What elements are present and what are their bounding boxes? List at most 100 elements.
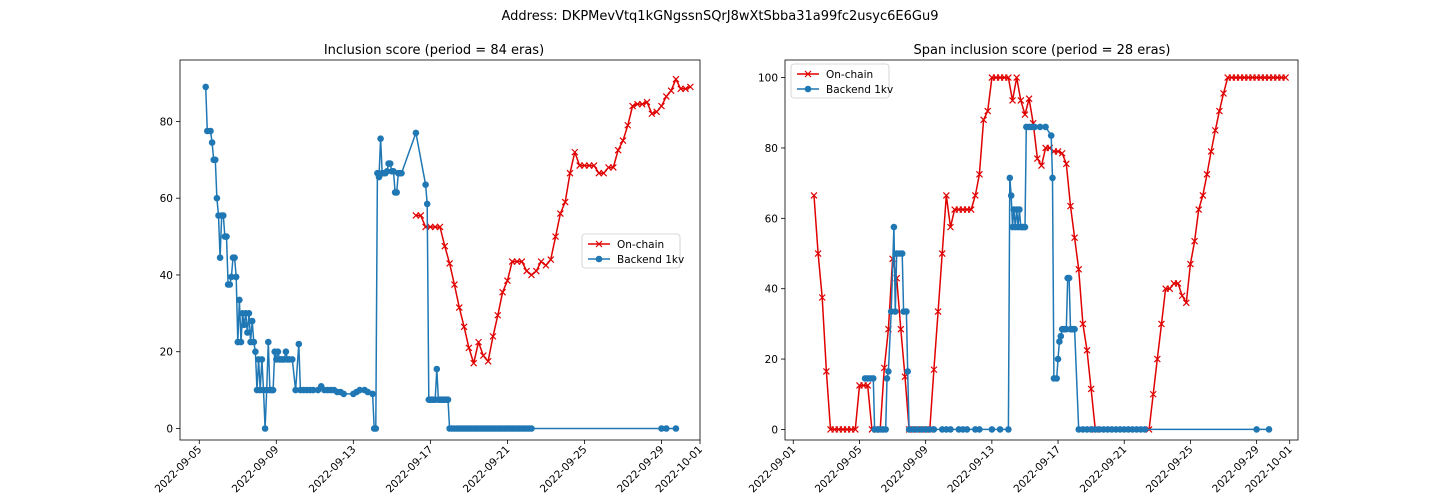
data-point (1031, 123, 1038, 131)
data-point (901, 373, 909, 381)
data-point (1067, 202, 1074, 210)
data-point (1017, 97, 1025, 104)
x-tick-label: 2022-09-01 (747, 444, 799, 496)
data-point (624, 121, 632, 129)
data-point (356, 386, 364, 394)
data-point (1174, 280, 1182, 287)
data-point (810, 192, 818, 199)
data-point (934, 308, 942, 315)
data-point (309, 386, 317, 394)
x-tick-label: 2022-09-05 (813, 444, 865, 496)
data-point (1042, 123, 1049, 131)
data-point (1054, 148, 1062, 155)
data-point (1057, 332, 1065, 340)
data-point (252, 348, 259, 356)
x-tick-label: 2022-09-17 (384, 444, 436, 496)
data-point (930, 366, 938, 374)
data-point (1071, 325, 1078, 333)
data-point (1075, 265, 1083, 273)
legend-label: On-chain (617, 239, 664, 251)
data-point (638, 100, 646, 108)
data-point (433, 365, 441, 373)
x-tick-label: 2022-09-25 (1144, 444, 1196, 496)
x-tick-label: 2022-09-21 (1078, 444, 1130, 496)
data-point (1021, 111, 1029, 118)
legend-marker (804, 70, 812, 78)
data-point (1079, 320, 1087, 328)
data-point (629, 102, 637, 110)
data-point (372, 425, 380, 432)
data-point (686, 83, 694, 91)
data-point (818, 294, 826, 301)
data-point (1215, 107, 1223, 115)
x-tick-label: 2022-09-05 (153, 444, 205, 496)
data-point (265, 338, 272, 346)
data-point (528, 271, 535, 279)
legend-marker (804, 85, 812, 93)
data-point (226, 281, 234, 288)
axes-frame (784, 59, 1299, 441)
data-point (1182, 299, 1190, 307)
data-point (475, 338, 482, 346)
x-tick-label: 2022-09-09 (230, 444, 282, 496)
data-point (561, 198, 569, 206)
data-point (590, 162, 598, 169)
data-point (870, 375, 877, 382)
data-point (864, 382, 872, 389)
series-backend-1kv (202, 83, 680, 432)
data-point (228, 273, 235, 281)
y-tick-label: 80 (160, 116, 173, 128)
data-point (386, 160, 394, 167)
data-point (672, 75, 680, 83)
data-point (658, 102, 665, 110)
inclusion-score-chart: Inclusion score (period = 84 eras) 0 20 40… (153, 43, 705, 495)
data-point (1049, 174, 1056, 182)
y-tick-label: 20 (160, 347, 173, 359)
data-point (532, 267, 540, 275)
data-point (250, 338, 258, 346)
data-point (202, 83, 209, 91)
data-point (1004, 74, 1012, 82)
data-point (1016, 206, 1023, 213)
y-tick-label: 60 (765, 213, 778, 225)
axes-frame (179, 59, 701, 441)
data-point (904, 368, 911, 375)
data-point (240, 321, 248, 329)
data-point (295, 340, 303, 348)
data-point (980, 116, 988, 124)
data-point (244, 329, 251, 336)
data-point (552, 233, 559, 240)
legend-marker (595, 255, 603, 263)
data-point (340, 390, 348, 398)
suptitle: Address: DKPMevVtq1kGNgssnSQrJ8wXtSbba31… (502, 9, 939, 24)
data-point (393, 189, 401, 196)
data-point (528, 425, 535, 432)
data-point (1220, 90, 1227, 97)
data-point (231, 254, 238, 261)
y-tick-label: 0 (166, 423, 173, 435)
chart-title: Inclusion score (period = 84 eras) (324, 43, 544, 58)
y-tick-label: 20 (765, 354, 778, 366)
data-point (289, 356, 296, 363)
data-point (422, 181, 429, 188)
series-line (415, 78, 691, 364)
data-point (213, 194, 221, 202)
data-point (1021, 223, 1029, 231)
data-point (822, 367, 830, 375)
data-point (470, 359, 478, 367)
y-tick-label: 40 (765, 284, 778, 296)
data-point (423, 200, 431, 208)
x-tick-label: 2022-09-17 (1012, 444, 1064, 496)
data-point (984, 107, 992, 115)
data-point (1265, 426, 1273, 433)
data-point (614, 146, 622, 154)
legend-label: Backend 1kv (826, 84, 893, 96)
data-point (1087, 385, 1095, 393)
data-point (523, 267, 531, 275)
data-point (892, 308, 899, 315)
data-point (947, 223, 954, 231)
data-point (377, 135, 384, 142)
data-point (930, 426, 938, 433)
data-point (537, 258, 545, 265)
plot-area: 0 20 40 60 80 2022-09-05 2022-09-09 2022-09-13 2… (153, 59, 705, 496)
